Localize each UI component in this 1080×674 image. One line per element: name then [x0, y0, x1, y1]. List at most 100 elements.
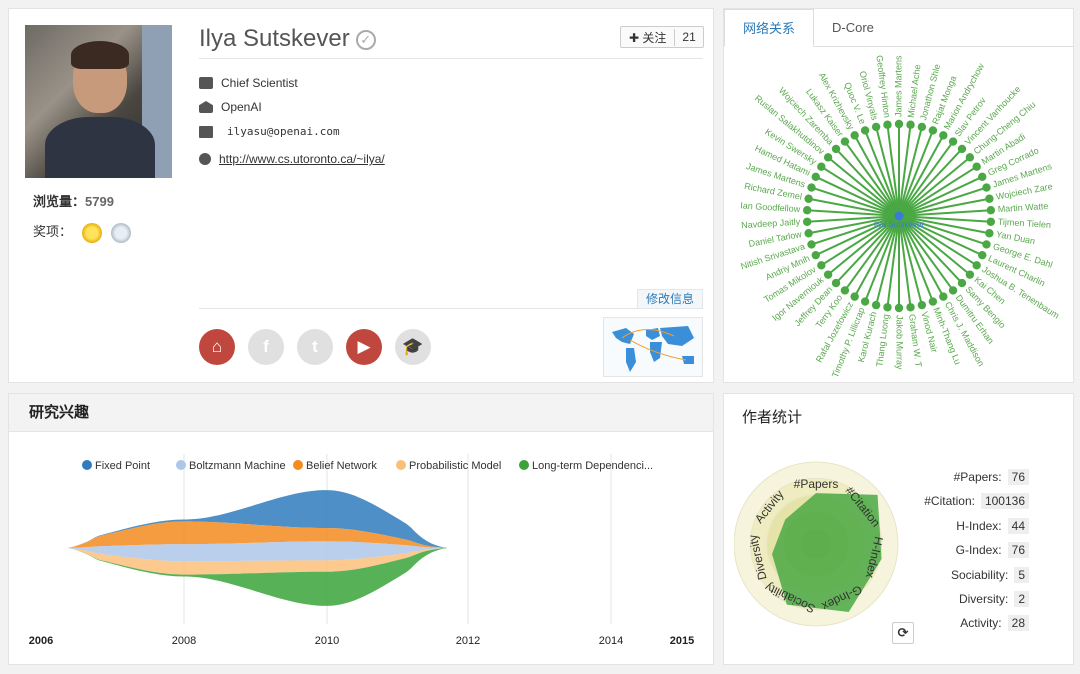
network-node[interactable]: [804, 194, 813, 203]
legend-swatch[interactable]: [293, 460, 303, 470]
network-node[interactable]: [823, 153, 833, 162]
refresh-button[interactable]: ⟳: [892, 622, 914, 644]
stats-radar-chart: #Papers #CitationH-IndexG-IndexSociabilit…: [734, 461, 899, 627]
legend-swatch[interactable]: [176, 460, 186, 470]
network-node[interactable]: [928, 297, 938, 306]
network-node[interactable]: [883, 303, 892, 312]
globe-icon: [199, 153, 211, 165]
network-edge: [815, 215, 900, 257]
legend-swatch[interactable]: [519, 460, 529, 470]
network-node[interactable]: [939, 292, 948, 301]
network-node[interactable]: [831, 144, 841, 154]
verified-icon: ✓: [355, 29, 376, 50]
network-node[interactable]: [965, 153, 975, 162]
network-node[interactable]: [840, 137, 850, 146]
youtube-icon[interactable]: ▶: [346, 329, 382, 365]
network-node[interactable]: [985, 194, 994, 203]
tab-d-core[interactable]: D-Core: [832, 20, 874, 35]
stream-layer-long-term-dependenci-[interactable]: [67, 548, 447, 606]
network-node[interactable]: [802, 206, 812, 215]
network-edge: [898, 215, 912, 308]
network-node[interactable]: [860, 297, 870, 306]
network-node-label: Martin Watte: [997, 201, 1048, 214]
network-node[interactable]: [850, 292, 859, 301]
legend-label[interactable]: Fixed Point: [95, 460, 150, 472]
network-node[interactable]: [894, 303, 904, 313]
research-interest-panel: 研究兴趣 2006 2008 2010 2012 2014 2015 Fixed Point…: [8, 393, 714, 665]
network-node[interactable]: [871, 122, 881, 132]
stream-layer-belief-network[interactable]: [67, 521, 447, 548]
network-node[interactable]: [817, 261, 826, 270]
network-node[interactable]: [948, 137, 958, 146]
network-node[interactable]: [917, 300, 927, 310]
network-node[interactable]: [906, 120, 915, 129]
network-node[interactable]: [957, 278, 967, 288]
network-node[interactable]: [831, 278, 841, 288]
scholar-icon[interactable]: 🎓: [395, 329, 431, 365]
radar-area: [772, 493, 882, 612]
tab-network[interactable]: 网络关系: [724, 9, 815, 47]
network-node[interactable]: [982, 240, 991, 249]
profile-panel: 浏览量：5799 奖项： Ilya Sutskever ✓ ✚ 关注 21 Chi…: [8, 8, 714, 383]
network-node[interactable]: [850, 131, 859, 140]
network-node[interactable]: [860, 126, 870, 135]
network-node[interactable]: [823, 270, 833, 279]
world-map[interactable]: [603, 317, 703, 377]
network-node[interactable]: [871, 300, 881, 310]
network-node[interactable]: [928, 126, 938, 135]
silver-award-icon[interactable]: [111, 222, 132, 243]
network-node[interactable]: [840, 286, 850, 295]
legend-label[interactable]: Long-term Dependenci...: [532, 460, 653, 472]
twitter-icon[interactable]: t: [297, 329, 333, 365]
org-text: OpenAI: [221, 100, 262, 114]
stat-value: 5: [1014, 566, 1029, 583]
network-node[interactable]: [807, 183, 816, 192]
network-node[interactable]: [986, 206, 996, 215]
network-node[interactable]: [972, 261, 981, 270]
network-node[interactable]: [957, 144, 967, 154]
network-node[interactable]: [906, 303, 915, 312]
network-node[interactable]: [982, 183, 991, 192]
legend-label[interactable]: Probabilistic Model: [409, 460, 501, 472]
legend-label[interactable]: Boltzmann Machine: [189, 460, 286, 472]
network-node[interactable]: [986, 217, 996, 226]
network-node[interactable]: [811, 250, 820, 260]
network-node[interactable]: [985, 229, 994, 238]
network-edge: [864, 215, 900, 302]
network-node[interactable]: [965, 270, 975, 279]
network-edge: [844, 215, 900, 292]
homepage-link[interactable]: http://www.cs.utoronto.ca/~ilya/: [219, 152, 385, 166]
network-node[interactable]: [939, 131, 948, 140]
network-node[interactable]: [807, 240, 816, 249]
network-node[interactable]: [972, 162, 981, 171]
legend-swatch[interactable]: [396, 460, 406, 470]
stream-layer-boltzmann-machine[interactable]: [67, 541, 447, 562]
awards: 奖项：: [33, 221, 132, 243]
network-edge: [807, 215, 900, 223]
network-node[interactable]: [978, 250, 987, 260]
legend-swatch[interactable]: [82, 460, 92, 470]
legend-label[interactable]: Belief Network: [306, 460, 377, 472]
network-node[interactable]: [894, 119, 904, 129]
edit-info-button[interactable]: 修改信息: [637, 289, 704, 309]
network-node[interactable]: [817, 162, 826, 171]
home-icon[interactable]: ⌂: [199, 329, 235, 365]
network-node[interactable]: [917, 122, 927, 132]
facebook-icon[interactable]: f: [248, 329, 284, 365]
center-node[interactable]: [894, 211, 904, 221]
network-edge: [898, 215, 978, 267]
network-node[interactable]: [802, 217, 812, 226]
network-node[interactable]: [948, 286, 958, 295]
network-node[interactable]: [883, 120, 892, 129]
network-node[interactable]: [811, 172, 820, 182]
network-edge: [898, 215, 990, 235]
network-node[interactable]: [804, 229, 813, 238]
follow-button[interactable]: ✚ 关注 21: [620, 26, 704, 48]
stream-layer-probabilistic-model[interactable]: [67, 548, 447, 575]
research-interest-streamgraph[interactable]: 2006 2008 2010 2012 2014 2015 Fixed Point Boltz…: [9, 434, 713, 664]
network-node[interactable]: [978, 172, 987, 182]
gold-award-icon[interactable]: [81, 222, 102, 243]
stat-label: Activity:: [960, 616, 1002, 631]
stream-layer-fixed-point[interactable]: [67, 490, 447, 548]
